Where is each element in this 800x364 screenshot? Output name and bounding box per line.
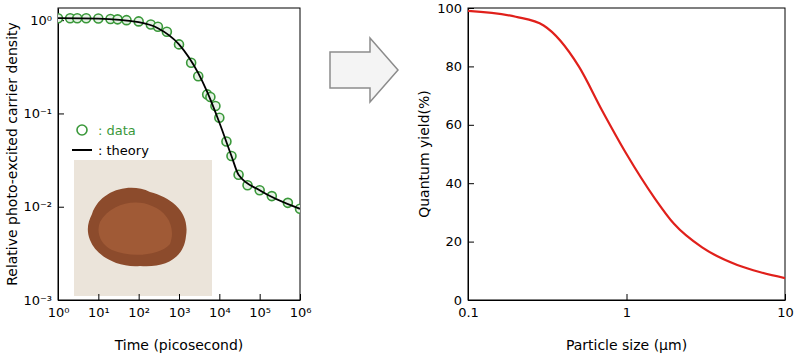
tick-label: 0 (454, 293, 462, 308)
axis-line (58, 9, 59, 301)
tick-label: 10 (777, 305, 794, 320)
tick: 40 (445, 176, 474, 191)
tick-label: 10⁻² (23, 199, 52, 214)
axis-line (469, 300, 786, 301)
tick-mark (58, 113, 64, 114)
tick-mark (468, 183, 474, 184)
legend-marker (77, 125, 87, 135)
inset-photo (74, 160, 212, 296)
powder-highlight (99, 203, 172, 255)
tick: 10⁴ (209, 294, 231, 320)
tick: 80 (445, 59, 474, 74)
tick-mark (219, 294, 220, 300)
tick: 10⁻³ (23, 293, 64, 308)
chart: 0.1110020406080100Particle size (μm)Quan… (416, 1, 794, 353)
tick-label: 10¹ (88, 305, 110, 320)
y-axis-title: Relative photo-excited carrier density (4, 22, 20, 286)
chart: 10⁰ 10¹ 10² 10³ 10⁴ 10⁵ 10⁶ 10⁻³ 10⁻² 10⁻¹ 10⁰ Time… (4, 8, 311, 353)
tick: 1 (623, 294, 631, 320)
tick: 10⁻² (23, 199, 64, 214)
axis-line (59, 300, 301, 301)
arrow (330, 38, 398, 102)
tick-label: 10⁶ (290, 305, 312, 320)
axis-line (468, 9, 469, 301)
tick: 0 (454, 293, 474, 308)
plot-frame (58, 8, 300, 300)
tick: 10¹ (88, 294, 110, 320)
tick-label: 20 (445, 234, 462, 249)
tick-label: 10⁻¹ (23, 106, 52, 121)
data-line (58, 18, 300, 209)
tick: 10⁰ (30, 13, 64, 28)
tick-mark (58, 300, 64, 301)
tick: 10⁶ (290, 294, 312, 320)
legend-marker (72, 149, 92, 151)
tick-mark (468, 300, 474, 301)
x-axis-title: Time (picosecond) (114, 337, 244, 353)
tick: 10⁻¹ (23, 106, 64, 121)
y-axis: 10⁻³ 10⁻² 10⁻¹ 10⁰ (23, 9, 64, 308)
tick-label: 80 (445, 59, 462, 74)
tick-label: 40 (445, 176, 462, 191)
y-axis: 0 20 40 60 80 100 (437, 1, 474, 308)
tick-mark (468, 242, 474, 243)
tick-mark (98, 294, 99, 300)
powder (88, 188, 187, 266)
tick-label: 10⁰ (30, 13, 52, 28)
tick-mark (260, 294, 261, 300)
tick: 100 (437, 1, 474, 16)
x-axis-title: Particle size (μm) (566, 337, 687, 353)
tick: 10 (777, 294, 794, 320)
x-axis: 10⁰10¹10²10³10⁴10⁵10⁶ (48, 294, 312, 320)
legend-label: : data (98, 123, 136, 138)
x-axis: 0.1110 (458, 294, 794, 320)
tick-label: 60 (445, 117, 462, 132)
tick-label: 10² (128, 305, 150, 320)
tick: 10³ (169, 294, 191, 320)
tick: 10² (128, 294, 150, 320)
tick-label: 100 (437, 1, 462, 16)
tick-mark (179, 294, 180, 300)
tick-mark (785, 294, 786, 300)
y-axis-title: Quantum yield(%) (416, 90, 432, 218)
tick-label: 10⁵ (249, 305, 271, 320)
tick-mark (139, 294, 140, 300)
data-line (468, 11, 785, 278)
tick-label: 1 (623, 305, 631, 320)
tick-mark (468, 125, 474, 126)
marks (58, 14, 300, 214)
legend: : data : theory (72, 123, 149, 158)
tick-mark (300, 294, 301, 300)
tick-label: 10⁻³ (23, 293, 52, 308)
tick-mark (58, 207, 64, 208)
figure: 10⁰ 10¹ 10² 10³ 10⁴ 10⁵ 10⁶ 10⁻³ 10⁻² 10⁻¹ 10⁰ Time… (0, 0, 800, 364)
photo-background (74, 160, 212, 296)
marks (468, 11, 785, 278)
tick: 10⁵ (249, 294, 271, 320)
tick: 60 (445, 117, 474, 132)
legend-label: : theory (98, 143, 149, 158)
tick-mark (627, 294, 628, 300)
plot-frame (468, 8, 785, 300)
tick-label: 10³ (169, 305, 191, 320)
tick-label: 10⁴ (209, 305, 231, 320)
tick: 20 (445, 234, 474, 249)
tick-mark (468, 66, 474, 67)
tick-mark (468, 8, 474, 9)
